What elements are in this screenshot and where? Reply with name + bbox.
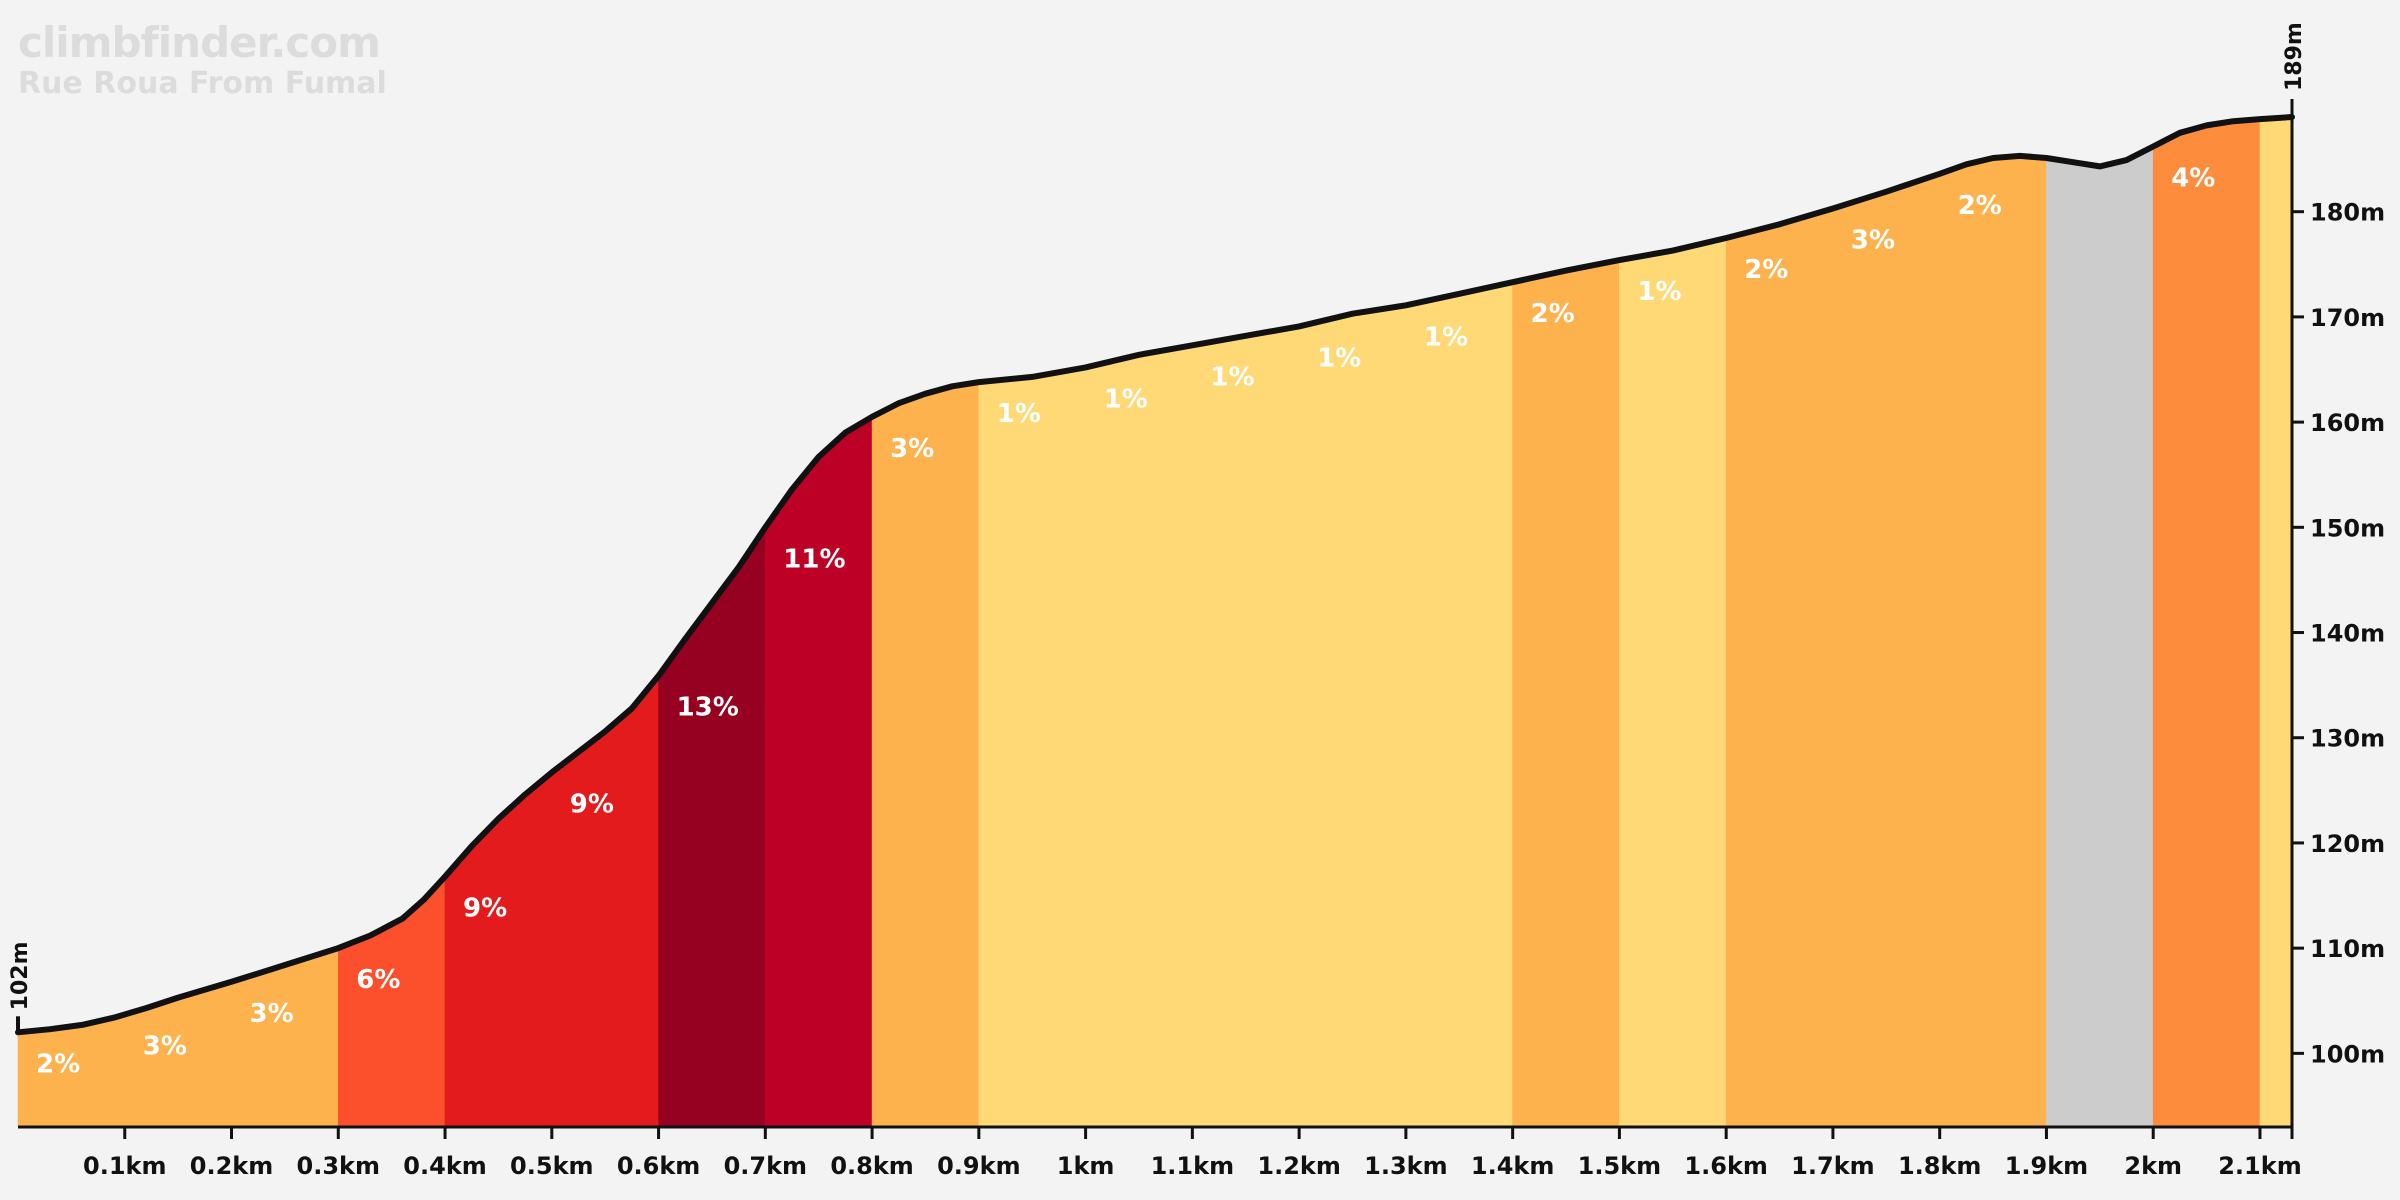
x-tick-label-0: 0.1km	[83, 1152, 166, 1180]
grade-label-14: 2%	[1531, 299, 1575, 329]
x-tick-label-6: 0.7km	[724, 1152, 807, 1180]
grade-label-13: 1%	[1424, 322, 1468, 352]
segment-fill-17	[1832, 173, 1940, 1128]
grade-label-10: 1%	[1104, 384, 1148, 414]
grade-label-3: 6%	[356, 965, 400, 995]
segment-fills	[17, 116, 2293, 1128]
segment-fill-18	[1939, 155, 2047, 1128]
segment-fill-11	[1192, 326, 1300, 1128]
segment-fill-20	[2152, 118, 2261, 1128]
grade-label-20: 4%	[2171, 164, 2215, 194]
x-tick-label-9: 1km	[1057, 1152, 1115, 1180]
x-tick-label-7: 0.8km	[830, 1152, 913, 1180]
y-tick-label-1: 110m	[2310, 935, 2385, 963]
segment-fill-10	[1085, 344, 1193, 1128]
segment-fill-19	[2046, 146, 2154, 1128]
y-tick-label-6: 160m	[2310, 409, 2385, 437]
grade-labels: 2% 3% 3% 6% 9% 9% 13% 11% 3% 1% 1% 1% 1% 1% 2% 1% 2% 3% 2%…	[36, 164, 2215, 1080]
x-tick-label-12: 1.3km	[1364, 1152, 1447, 1180]
segment-fill-13	[1405, 281, 1513, 1128]
end-elevation-label: 189m	[2282, 22, 2307, 91]
segment-fill-12	[1298, 304, 1407, 1128]
site-brand[interactable]: climbfinder.com	[18, 18, 381, 67]
grade-label-1: 3%	[143, 1031, 187, 1061]
y-tick-label-8: 180m	[2310, 199, 2385, 227]
grade-label-18: 2%	[1958, 191, 2002, 221]
y-tick-label-4: 140m	[2310, 620, 2385, 648]
x-tick-label-18: 1.9km	[2005, 1152, 2088, 1180]
segment-fill-14	[1512, 259, 1620, 1128]
grade-label-9: 1%	[997, 399, 1041, 429]
y-tick-label-0: 100m	[2310, 1040, 2385, 1068]
grade-label-2: 3%	[250, 999, 294, 1029]
start-elevation-label: 102m	[8, 941, 33, 1010]
segment-fill-9	[978, 367, 1086, 1128]
climb-title: Rue Roua From Fumal	[18, 66, 387, 101]
segment-fill-15	[1619, 237, 1727, 1128]
x-tick-label-10: 1.1km	[1151, 1152, 1234, 1180]
x-tick-label-2: 0.3km	[297, 1152, 380, 1180]
y-tick-label-3: 130m	[2310, 725, 2385, 753]
y-tick-label-7: 170m	[2310, 304, 2385, 332]
x-tick-label-14: 1.5km	[1578, 1152, 1661, 1180]
x-tick-label-19: 2km	[2124, 1152, 2182, 1180]
grade-label-6: 13%	[677, 693, 739, 723]
segment-fill-16	[1725, 208, 1834, 1128]
x-tick-label-1: 0.2km	[190, 1152, 273, 1180]
x-tick-label-13: 1.4km	[1471, 1152, 1554, 1180]
x-tick-label-17: 1.8km	[1898, 1152, 1981, 1180]
x-tick-label-8: 0.9km	[937, 1152, 1020, 1180]
y-tick-label-2: 120m	[2310, 830, 2385, 858]
grade-label-17: 3%	[1851, 226, 1895, 256]
x-tick-label-20: 2.1km	[2218, 1152, 2301, 1180]
axes: 0.1km 0.2km 0.3km 0.4km 0.5km 0.6km 0.7km 0.8km…	[8, 22, 2385, 1180]
segment-fill-3	[338, 875, 446, 1128]
x-tick-label-11: 1.2km	[1257, 1152, 1340, 1180]
x-tick-label-3: 0.4km	[403, 1152, 486, 1180]
grade-label-16: 2%	[1744, 255, 1788, 285]
segment-fill-7	[765, 416, 873, 1128]
segment-fill-4	[444, 771, 553, 1128]
grade-label-0: 2%	[36, 1049, 80, 1079]
grade-label-11: 1%	[1210, 362, 1254, 392]
grade-label-4: 9%	[463, 894, 507, 924]
y-tick-label-5: 150m	[2310, 514, 2385, 542]
segment-fill-5	[551, 674, 659, 1128]
grade-label-15: 1%	[1637, 277, 1681, 307]
x-tick-label-5: 0.6km	[617, 1152, 700, 1180]
grade-label-12: 1%	[1317, 343, 1361, 373]
segment-fill-21	[2259, 116, 2293, 1128]
profile-line-group	[15, 114, 2295, 1036]
profile-line	[15, 114, 2295, 1036]
segment-fill-8	[871, 381, 980, 1128]
x-tick-label-16: 1.7km	[1791, 1152, 1874, 1180]
x-tick-label-4: 0.5km	[510, 1152, 593, 1180]
grade-label-5: 9%	[570, 789, 614, 819]
x-tick-label-15: 1.6km	[1684, 1152, 1767, 1180]
grade-label-8: 3%	[890, 434, 934, 464]
segment-fill-6	[658, 526, 766, 1128]
grade-label-7: 11%	[783, 544, 845, 574]
